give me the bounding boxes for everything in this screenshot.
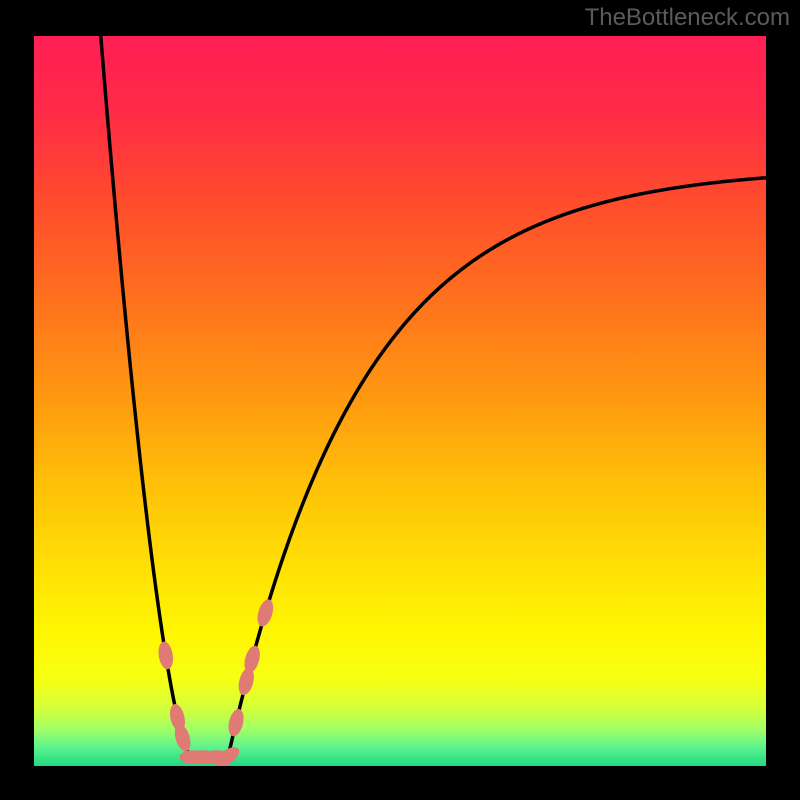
attribution-label: TheBottleneck.com [585,4,790,32]
gradient-background [34,36,766,766]
chart-canvas: TheBottleneck.com [0,0,800,800]
bottleneck-chart-svg [0,0,800,800]
